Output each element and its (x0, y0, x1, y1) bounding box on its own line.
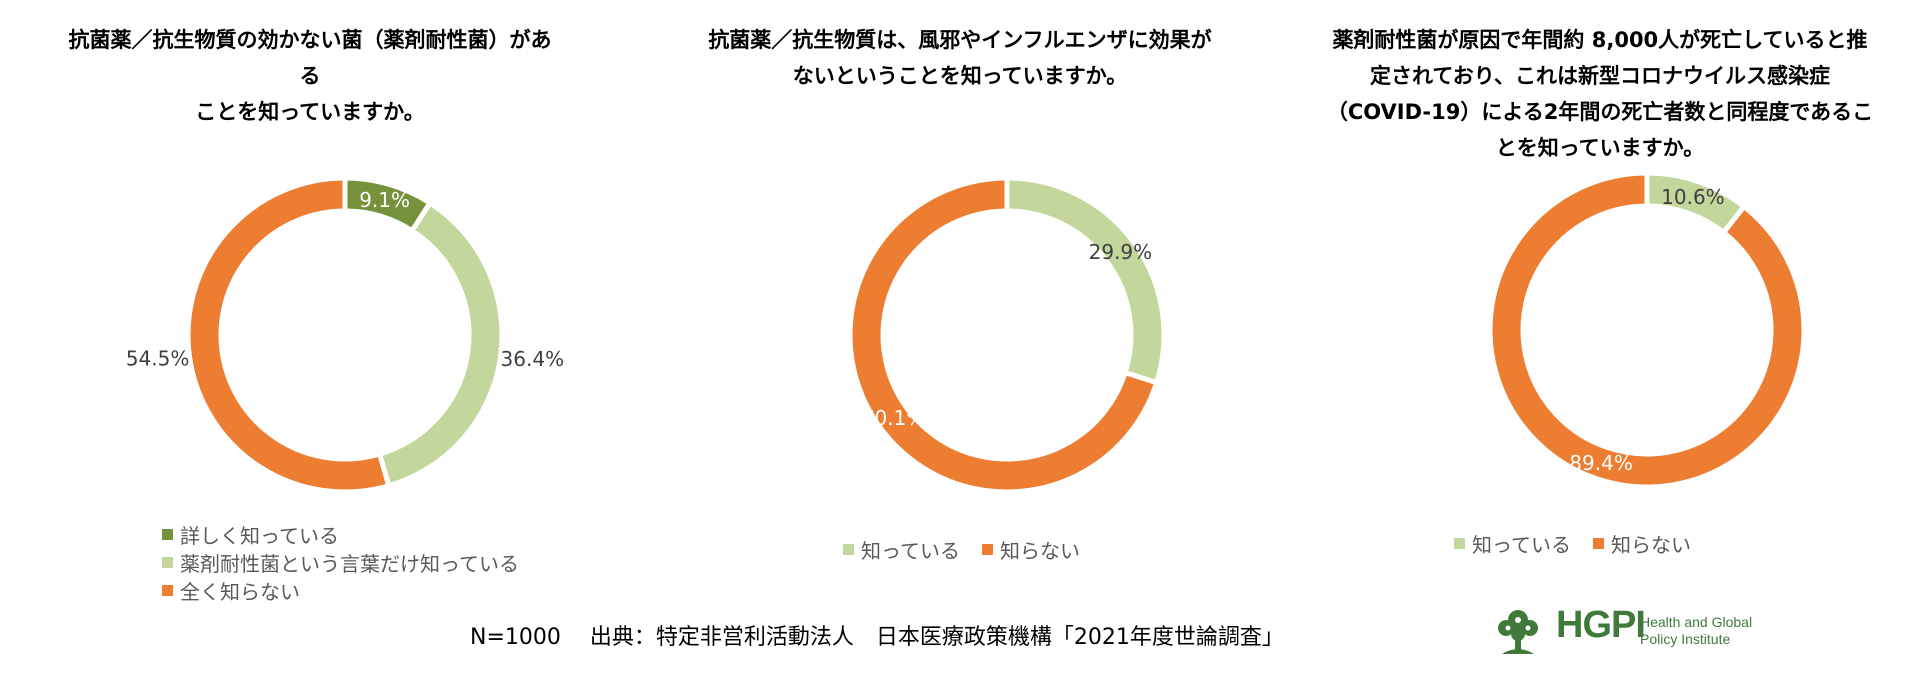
hgpi-logo-icon (1498, 610, 1538, 654)
legend-label: 全く知らない (180, 579, 300, 604)
legend-item: 知っている (1454, 529, 1571, 557)
chart-panel-3: 薬剤耐性菌が原因で年間約 8,000人が死亡していると推 定されており、これは新… (1280, 0, 1920, 679)
chart-panel-2: 抗菌薬／抗生物質は、風邪やインフルエンザに効果が ないということを知っていますか… (640, 0, 1280, 679)
legend-label: 知らない (1611, 532, 1691, 557)
legend-swatch (1593, 537, 1604, 549)
legend-item: 知らない (982, 535, 1080, 563)
legend-swatch (162, 528, 173, 540)
donut-chart: 9.1% 36.4% 54.5% (126, 175, 565, 495)
legend-label: 知っている (861, 538, 960, 563)
donut-slice (376, 199, 505, 489)
data-label: 54.5% (126, 347, 190, 371)
legend: 知っている 知らない (843, 535, 1102, 563)
donut-slice (847, 175, 1160, 495)
legend-item: 薬剤耐性菌という言葉だけ知っている (162, 548, 519, 576)
data-label: 36.4% (501, 347, 565, 371)
source-footer: N=1000 出典：特定非営利活動法人 日本医療政策機構「2021年度世論調査」 (470, 625, 1284, 650)
legend: 詳しく知っている 薬剤耐性菌という言葉だけ知っている 全く知らない (162, 520, 519, 604)
chart-panel-1: 抗菌薬／抗生物質の効かない菌（薬剤耐性菌）がある ことを知っていますか。 9.1… (0, 0, 640, 679)
donut-slice (1487, 170, 1807, 490)
data-label: 89.4% (1569, 451, 1633, 475)
chart-title: 抗菌薬／抗生物質は、風邪やインフルエンザに効果が ないということを知っていますか… (708, 28, 1212, 88)
legend-swatch (982, 543, 993, 555)
donut-slice (1004, 175, 1167, 386)
legend: 知っている 知らない (1454, 529, 1713, 557)
legend-label: 詳しく知っている (180, 523, 339, 548)
logo-name: HGPI (1556, 604, 1646, 646)
legend-swatch (162, 584, 173, 596)
donut-slice (185, 175, 392, 495)
donut-chart: 10.6% 89.4% (1487, 170, 1807, 490)
data-label: 70.1% (862, 406, 926, 430)
chart-title: 薬剤耐性菌が原因で年間約 8,000人が死亡していると推 定されており、これは新… (1326, 28, 1874, 160)
chart-title: 抗菌薬／抗生物質の効かない菌（薬剤耐性菌）がある ことを知っていますか。 (68, 28, 552, 124)
legend-item: 知っている (843, 535, 960, 563)
legend-label: 薬剤耐性菌という言葉だけ知っている (180, 551, 519, 576)
legend-item: 全く知らない (162, 576, 519, 604)
donut-chart: 29.9% 70.1% (847, 175, 1167, 495)
legend-label: 知らない (1000, 538, 1080, 563)
data-label: 9.1% (359, 188, 410, 212)
legend-swatch (162, 556, 173, 568)
data-label: 29.9% (1089, 240, 1153, 264)
legend-item: 知らない (1593, 529, 1691, 557)
legend-label: 知っている (1472, 532, 1571, 557)
logo-subtitle: Health and Global Policy Institute (1640, 614, 1753, 647)
legend-swatch (1454, 537, 1465, 549)
legend-item: 詳しく知っている (162, 520, 519, 548)
legend-swatch (843, 543, 854, 555)
data-label: 10.6% (1661, 185, 1725, 209)
